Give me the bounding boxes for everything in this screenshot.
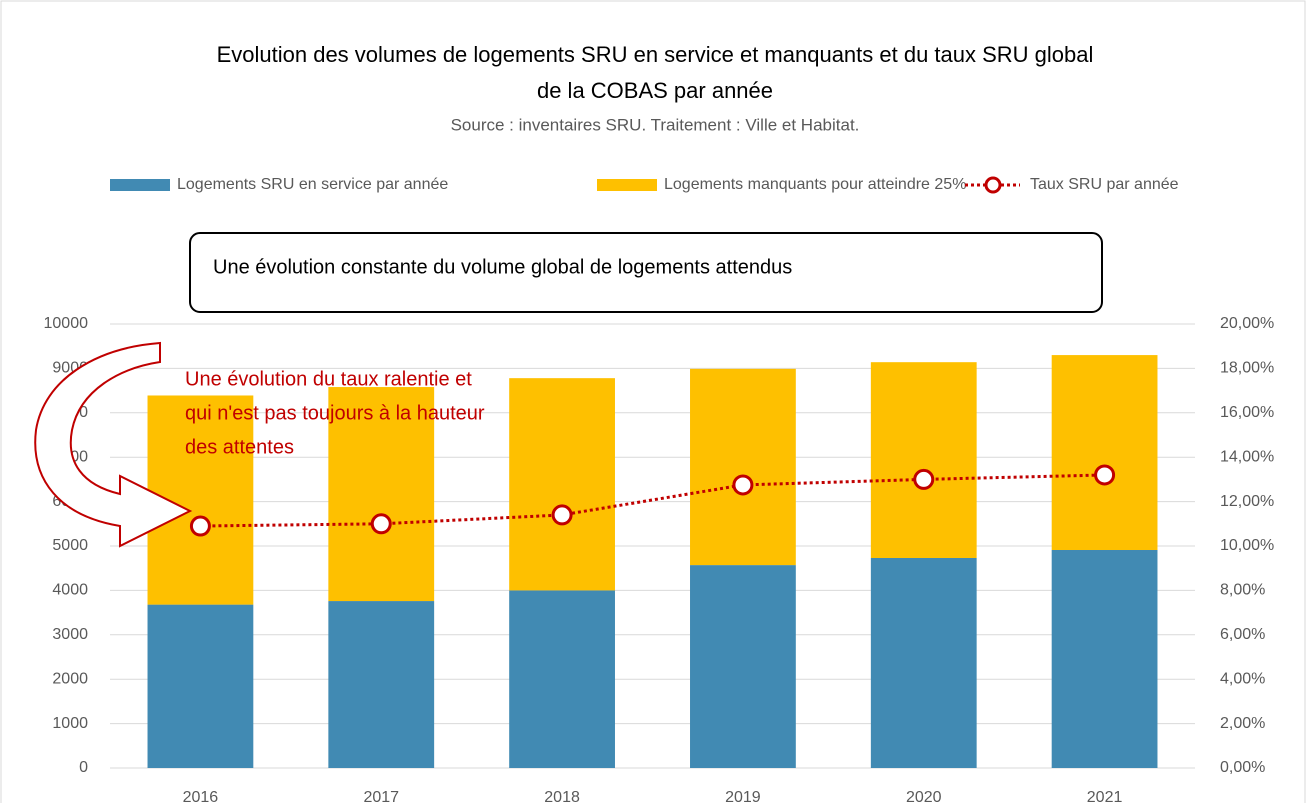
y2-tick-label: 8,00%: [1220, 582, 1265, 599]
legend-swatch: [110, 179, 170, 191]
annotation-box: [189, 232, 1103, 313]
callout-arrow: [34, 341, 193, 548]
bar: [1051, 355, 1158, 550]
chart-title: Evolution des volumes de logements SRU e…: [217, 42, 1094, 67]
x-tick-label: 2016: [183, 789, 219, 803]
bar: [870, 362, 977, 558]
legend-label: Logements SRU en service par année: [177, 176, 448, 193]
callout-text: des attentes: [185, 436, 294, 458]
y2-tick-label: 0,00%: [1220, 759, 1265, 776]
grid: [110, 323, 1195, 769]
line-marker: [1094, 464, 1116, 486]
bar: [1051, 549, 1158, 768]
x-tick-label: 2021: [1087, 789, 1123, 803]
legend-swatch: [597, 179, 657, 191]
y-tick-label: 5000: [52, 537, 88, 554]
y2-tick-label: 14,00%: [1220, 448, 1274, 465]
bar: [690, 565, 796, 768]
line-marker: [732, 474, 754, 496]
bar: [690, 368, 796, 566]
line-marker: [189, 515, 211, 537]
y2-tick-label: 20,00%: [1220, 315, 1274, 332]
y-tick-label: 1000: [52, 715, 88, 732]
y2-tick-label: 6,00%: [1220, 626, 1265, 643]
y2-tick-label: 4,00%: [1220, 670, 1265, 687]
legend-swatch: [984, 176, 1002, 194]
chart-title: de la COBAS par année: [537, 78, 773, 103]
x-tick-label: 2018: [544, 789, 580, 803]
y2-tick-label: 16,00%: [1220, 404, 1274, 421]
line-marker: [370, 513, 392, 535]
x-tick-label: 2017: [363, 789, 399, 803]
line-marker: [913, 468, 935, 490]
x-tick-label: 2019: [725, 789, 761, 803]
callout-text: qui n'est pas toujours à la hauteur: [185, 402, 485, 424]
line: [200, 473, 1105, 528]
line-marker: [551, 504, 573, 526]
y2-tick-label: 12,00%: [1220, 493, 1274, 510]
y-tick-label: 2000: [52, 670, 88, 687]
y-tick-label: 10000: [44, 315, 89, 332]
y-tick-label: 0: [79, 759, 88, 776]
y2-tick-label: 10,00%: [1220, 537, 1274, 554]
y2-tick-label: 2,00%: [1220, 715, 1265, 732]
bar: [870, 557, 977, 768]
y-tick-label: 3000: [52, 626, 88, 643]
bar: [328, 387, 435, 602]
legend-label: Logements manquants pour atteindre 25%: [664, 176, 966, 193]
callout-text: Une évolution du taux ralentie et: [185, 368, 472, 390]
x-tick-label: 2020: [906, 789, 942, 803]
y-tick-label: 4000: [52, 582, 88, 599]
bar: [328, 601, 435, 768]
y2-tick-label: 18,00%: [1220, 360, 1274, 377]
annotation-text: Une évolution constante du volume global…: [213, 256, 792, 278]
bar: [509, 378, 615, 591]
bar: [509, 590, 615, 768]
chart-subtitle: Source : inventaires SRU. Traitement : V…: [451, 115, 860, 134]
legend-label: Taux SRU par année: [1030, 176, 1179, 193]
bar: [147, 604, 254, 768]
